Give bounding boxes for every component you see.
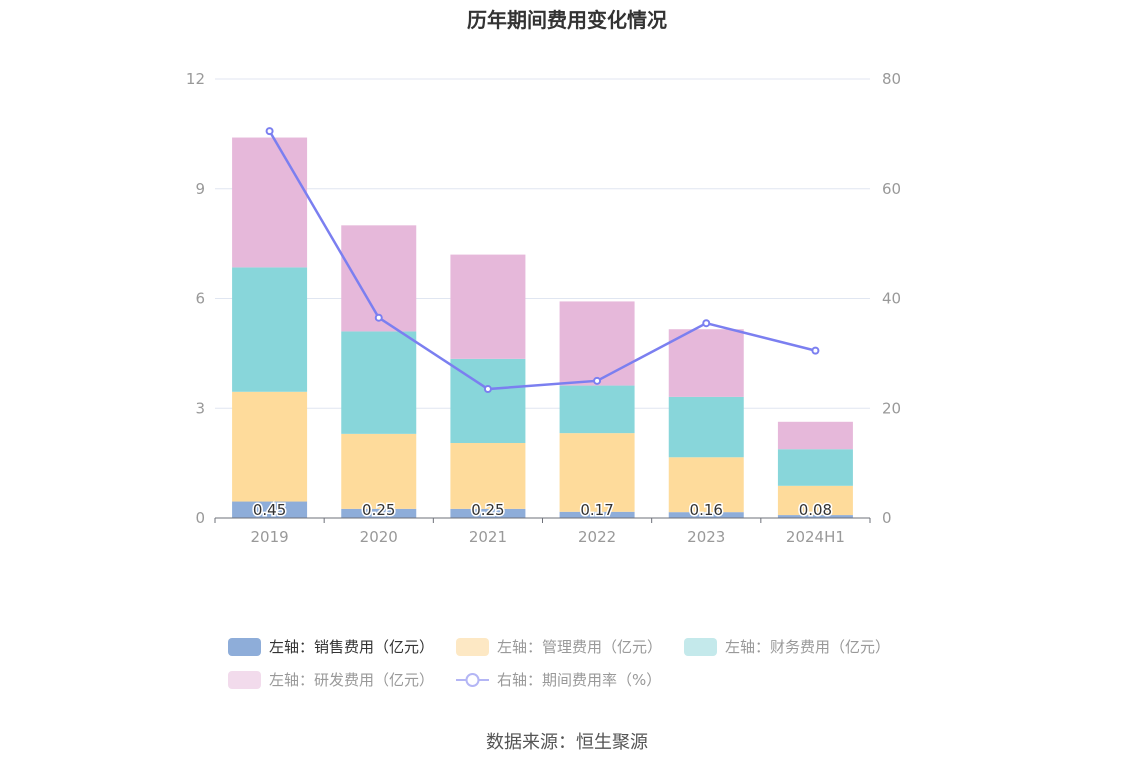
bar-segment (559, 433, 635, 512)
x-tick-label: 2021 (469, 528, 507, 546)
y-left-tick-label: 0 (195, 509, 205, 527)
y-right-tick-label: 0 (882, 509, 892, 527)
bar-segment (777, 421, 853, 450)
bar-segment (450, 254, 526, 359)
y-left-tick-label: 12 (186, 70, 205, 88)
rate-line-path (268, 130, 816, 391)
x-tick-label: 2024H1 (786, 528, 845, 546)
chart-area: 0 3 6 9 12 0 20 40 60 80 2019 2020 2021 2022 2023 2024H… (186, 70, 901, 546)
legend-row-1: 左轴：销售费用（亿元） 左轴：管理费用（亿元） 左轴：财务费用（亿元） (228, 630, 928, 663)
bar-data-label: 0.25 (362, 501, 395, 519)
bar-segment (559, 511, 635, 518)
y-right-tick-label: 60 (882, 180, 901, 198)
grid-lines (215, 78, 870, 409)
rate-line-point (374, 313, 383, 322)
legend-swatch-sales (228, 637, 261, 656)
legend-label-sales: 左轴：销售费用（亿元） (269, 638, 435, 656)
bar-segment (668, 396, 744, 458)
y-left-tick-label: 9 (195, 180, 205, 198)
legend-item-admin[interactable]: 左轴：管理费用（亿元） (456, 636, 662, 657)
x-tick-label: 2022 (578, 528, 616, 546)
legend-item-sales[interactable]: 左轴：销售费用（亿元） (228, 636, 434, 657)
y-right-tick-label: 40 (882, 290, 901, 308)
y-right-tick-label: 80 (882, 70, 901, 88)
legend-swatch-rnd (228, 670, 261, 689)
rate-line-point (483, 385, 492, 394)
legend-swatch-admin (456, 637, 490, 656)
axes: 0 3 6 9 12 0 20 40 60 80 2019 2020 2021 2022 2023 2024H… (186, 70, 901, 546)
rate-line-point (702, 319, 711, 328)
x-tick-label: 2019 (250, 528, 288, 546)
x-tick-label: 2020 (360, 528, 398, 546)
rate-line-point (593, 376, 602, 385)
bar-data-label: 0.16 (690, 501, 723, 519)
legend-label-rate: 右轴：期间费用率（%） (497, 671, 662, 689)
x-tick-label: 2023 (687, 528, 725, 546)
rate-line-point (265, 127, 274, 136)
bar-data-label: 0.45 (253, 501, 286, 519)
bar-data-label: 0.08 (799, 501, 832, 519)
bar-segment (777, 449, 853, 486)
data-labels: 0.45 0.25 0.25 0.17 0.16 0.08 (251, 500, 833, 521)
bar-segment (341, 508, 417, 518)
bar-segment (232, 501, 308, 518)
bar-segment (668, 329, 744, 397)
bar-segment (668, 512, 744, 518)
bar-segment (450, 508, 526, 518)
legend-swatch-finance (684, 637, 718, 656)
legend-line-icon (456, 672, 490, 687)
y-right-tick-label: 20 (882, 399, 901, 417)
legend-item-rnd[interactable]: 左轴：研发费用（亿元） (228, 669, 434, 690)
rate-line-point (811, 346, 820, 355)
chart-title: 历年期间费用变化情况 (467, 8, 667, 32)
bar-segment (777, 485, 853, 516)
legend-item-finance[interactable]: 左轴：财务费用（亿元） (684, 636, 890, 657)
bar-segment (232, 391, 308, 502)
rate-line (265, 127, 820, 394)
bar-segment (232, 137, 308, 268)
legend: 左轴：销售费用（亿元） 左轴：管理费用（亿元） 左轴：财务费用（亿元） 左轴：研… (228, 630, 928, 696)
legend-label-finance: 左轴：财务费用（亿元） (725, 638, 891, 656)
legend-item-rate[interactable]: 右轴：期间费用率（%） (456, 669, 661, 690)
bar-segment (777, 515, 853, 518)
bar-segment (450, 443, 526, 509)
bar-data-label: 0.17 (580, 501, 613, 519)
y-left-tick-label: 6 (195, 290, 205, 308)
bars (232, 137, 853, 518)
bar-segment (341, 433, 417, 509)
legend-label-admin: 左轴：管理费用（亿元） (497, 638, 663, 656)
legend-row-2: 左轴：研发费用（亿元） 右轴：期间费用率（%） (228, 663, 928, 696)
bar-segment (341, 331, 417, 434)
bar-segment (668, 457, 744, 513)
legend-label-rnd: 左轴：研发费用（亿元） (269, 671, 435, 689)
bar-segment (559, 385, 635, 434)
bar-data-label: 0.25 (471, 501, 504, 519)
y-left-tick-label: 3 (195, 399, 205, 417)
bar-segment (559, 301, 635, 386)
bar-segment (232, 267, 308, 392)
source-note: 数据来源：恒生聚源 (486, 732, 648, 753)
